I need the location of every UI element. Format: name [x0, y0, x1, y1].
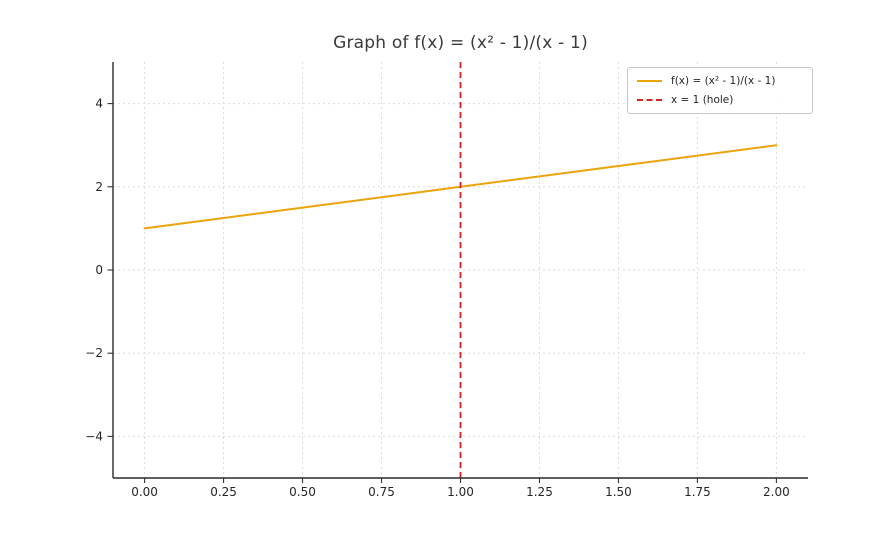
x-tick-label: 1.00	[447, 485, 474, 499]
x-tick-label: 1.50	[605, 485, 632, 499]
chart-title: Graph of f(x) = (x² - 1)/(x - 1)	[333, 33, 588, 53]
x-tick-label: 0.50	[289, 485, 316, 499]
legend-entry-fx: f(x) = (x² - 1)/(x - 1)	[636, 74, 804, 88]
legend-label-fx: f(x) = (x² - 1)/(x - 1)	[671, 75, 776, 87]
legend-swatch-dashed-line	[637, 99, 662, 101]
x-tick-label: 0.75	[368, 485, 395, 499]
y-tick-label: 2	[95, 180, 103, 194]
x-tick-label: 2.00	[763, 485, 790, 499]
x-tick-label: 1.75	[684, 485, 711, 499]
legend-label-hole: x = 1 (hole)	[671, 94, 734, 106]
x-tick-label: 0.25	[210, 485, 237, 499]
y-tick-label: −2	[85, 346, 103, 360]
y-tick-label: 4	[95, 97, 103, 111]
y-tick-label: 0	[95, 263, 103, 277]
y-tick-label: −4	[85, 429, 103, 443]
x-tick-label: 0.00	[131, 485, 158, 499]
legend-swatch-solid-line	[637, 80, 662, 82]
legend-entry-hole: x = 1 (hole)	[636, 93, 804, 107]
legend: f(x) = (x² - 1)/(x - 1) x = 1 (hole)	[627, 67, 813, 114]
x-tick-label: 1.25	[526, 485, 553, 499]
